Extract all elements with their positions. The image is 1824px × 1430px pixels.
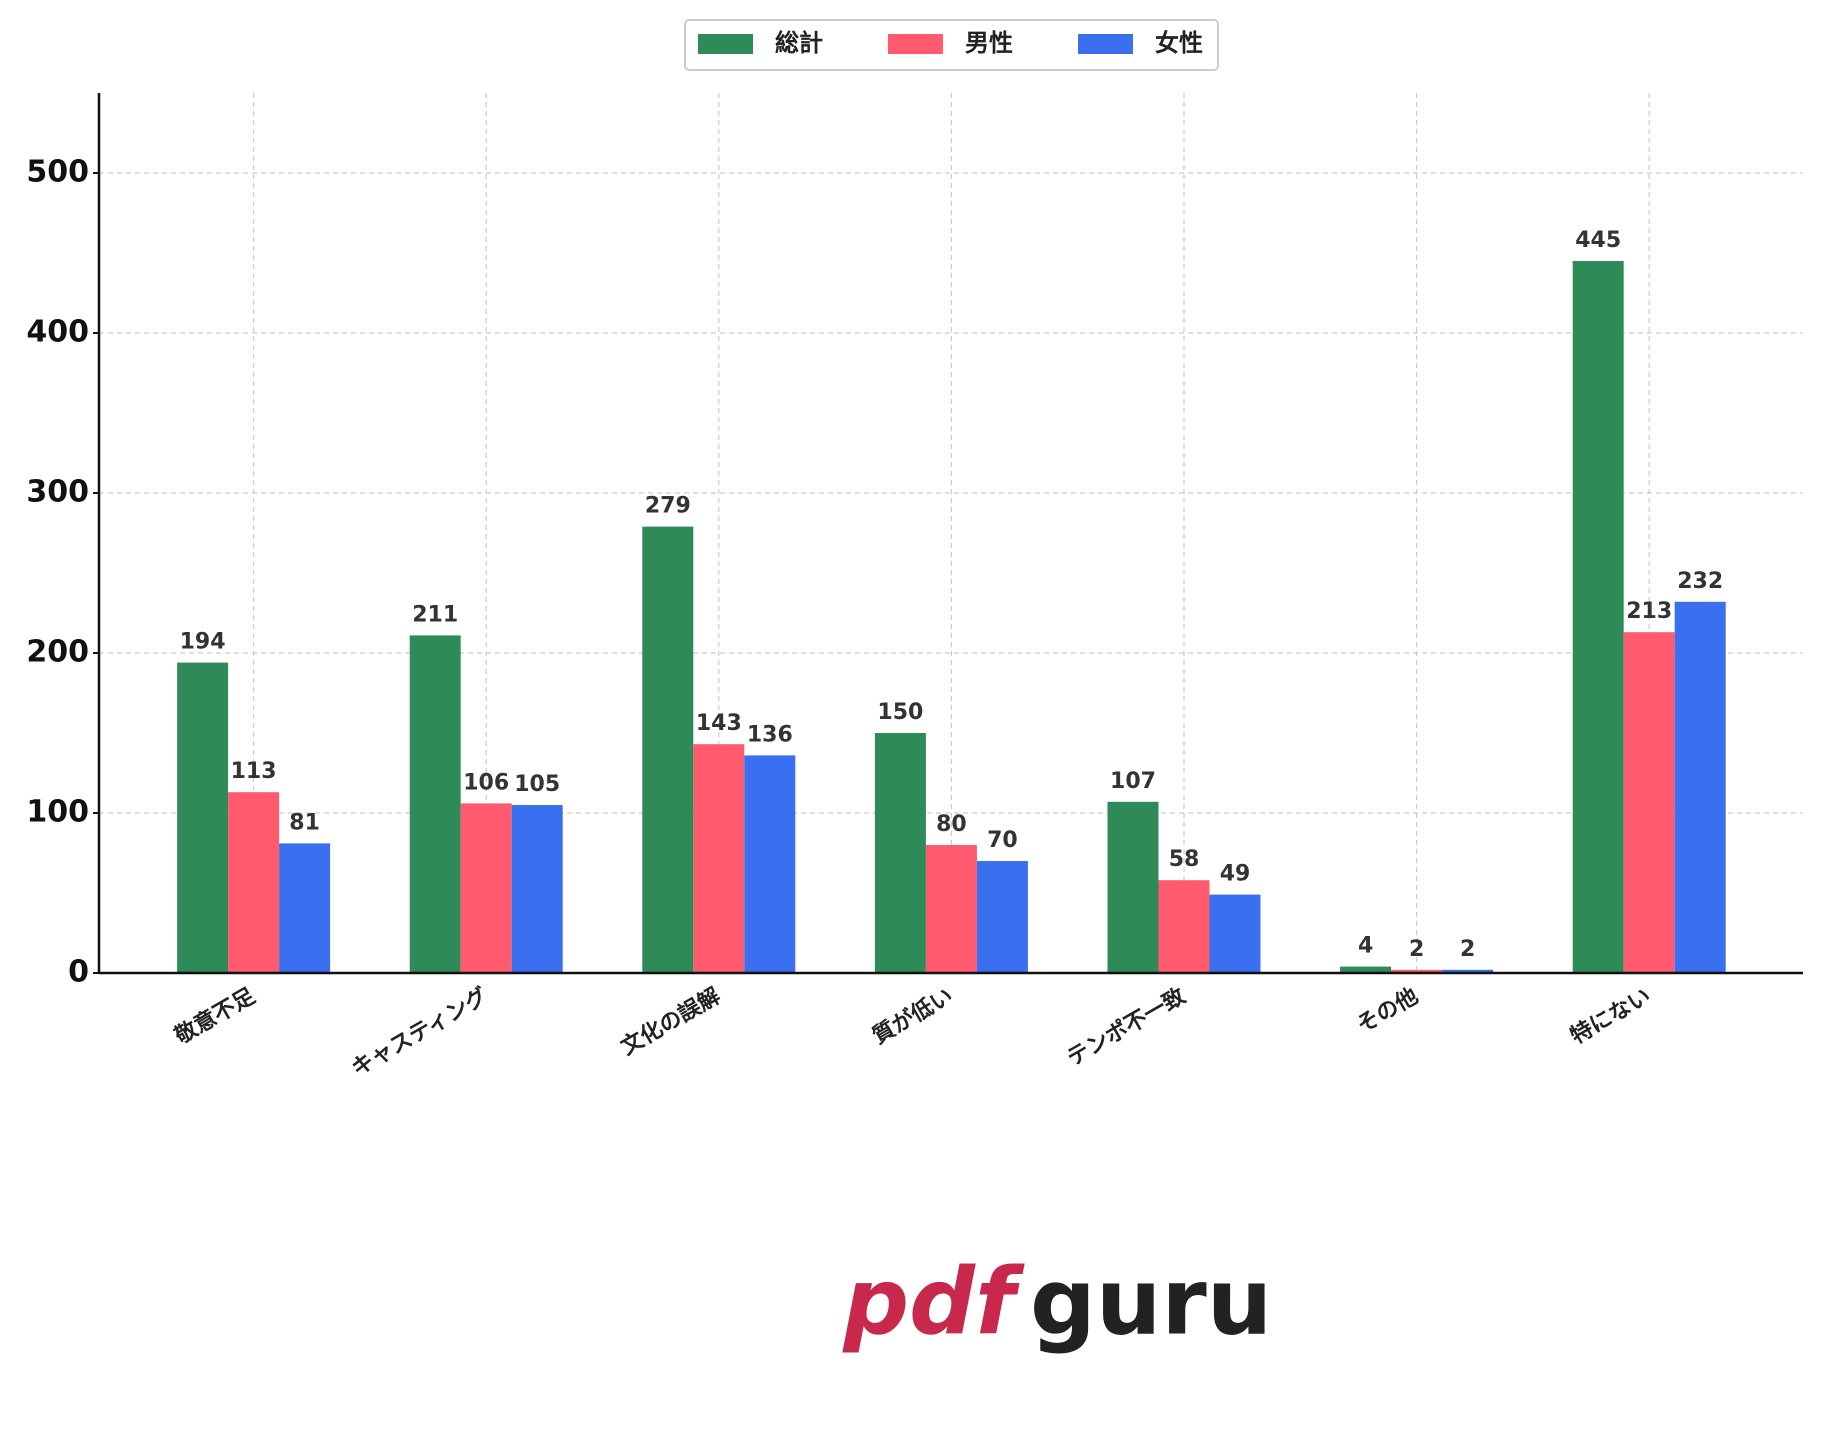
value-label: 445 <box>1575 228 1621 253</box>
bar <box>279 843 331 973</box>
bar <box>1340 966 1392 973</box>
bar <box>744 755 796 973</box>
bar <box>693 744 745 973</box>
value-label: 105 <box>514 772 560 797</box>
watermark-right: guru <box>1030 1248 1272 1355</box>
bar <box>1209 894 1261 973</box>
bar <box>1674 601 1726 973</box>
x-tick-label: 特にない <box>1566 983 1655 1050</box>
x-tick-label: 文化の誤解 <box>617 983 725 1061</box>
value-label: 279 <box>645 494 691 519</box>
value-label: 81 <box>289 810 320 835</box>
x-tick-label: 質が低い <box>868 983 957 1050</box>
bar <box>409 635 461 973</box>
value-label: 49 <box>1220 862 1251 887</box>
y-tick-label: 400 <box>26 315 89 350</box>
y-tick-label: 200 <box>26 635 89 670</box>
value-label: 113 <box>231 759 277 784</box>
value-label: 194 <box>180 630 226 655</box>
legend-swatch <box>698 34 753 54</box>
value-label: 213 <box>1626 599 1672 624</box>
bar <box>1623 632 1675 973</box>
legend-label: 女性 <box>1155 29 1203 57</box>
x-tick-label: キャスティング <box>347 983 492 1082</box>
watermark-left: pdf <box>842 1248 1025 1355</box>
value-label: 150 <box>877 700 923 725</box>
y-tick-label: 500 <box>26 155 89 190</box>
legend-box <box>684 19 1219 71</box>
value-label: 70 <box>987 828 1018 853</box>
y-tick-label: 0 <box>68 955 89 990</box>
bar <box>177 662 229 973</box>
x-tick-label: その他 <box>1353 984 1423 1039</box>
y-tick-label: 100 <box>26 795 89 830</box>
value-label: 2 <box>1409 937 1424 962</box>
value-label: 80 <box>936 812 967 837</box>
bar <box>642 526 694 973</box>
bar <box>1391 969 1443 973</box>
value-label: 2 <box>1460 937 1475 962</box>
legend-label: 総計 <box>775 29 823 57</box>
legend-label: 男性 <box>965 29 1013 57</box>
bar <box>1572 261 1624 973</box>
bar <box>1442 969 1494 973</box>
y-tick-label: 300 <box>26 475 89 510</box>
value-label: 4 <box>1358 934 1373 959</box>
value-label: 211 <box>412 602 458 627</box>
bar <box>511 805 563 973</box>
x-tick-label: 敬意不足 <box>170 983 260 1050</box>
value-label: 136 <box>747 722 793 747</box>
bar <box>1158 880 1210 973</box>
bar <box>228 792 280 973</box>
value-label: 106 <box>463 770 509 795</box>
value-label: 143 <box>696 711 742 736</box>
bar <box>460 803 512 973</box>
bar <box>925 845 977 973</box>
bar <box>976 861 1028 973</box>
bar <box>874 733 926 973</box>
value-label: 58 <box>1169 847 1200 872</box>
legend-swatch <box>1078 34 1133 54</box>
legend-swatch <box>888 34 943 54</box>
value-label: 232 <box>1677 569 1723 594</box>
value-label: 107 <box>1110 769 1156 794</box>
bar <box>1107 801 1159 973</box>
x-tick-label: テンポ不一致 <box>1063 982 1191 1071</box>
